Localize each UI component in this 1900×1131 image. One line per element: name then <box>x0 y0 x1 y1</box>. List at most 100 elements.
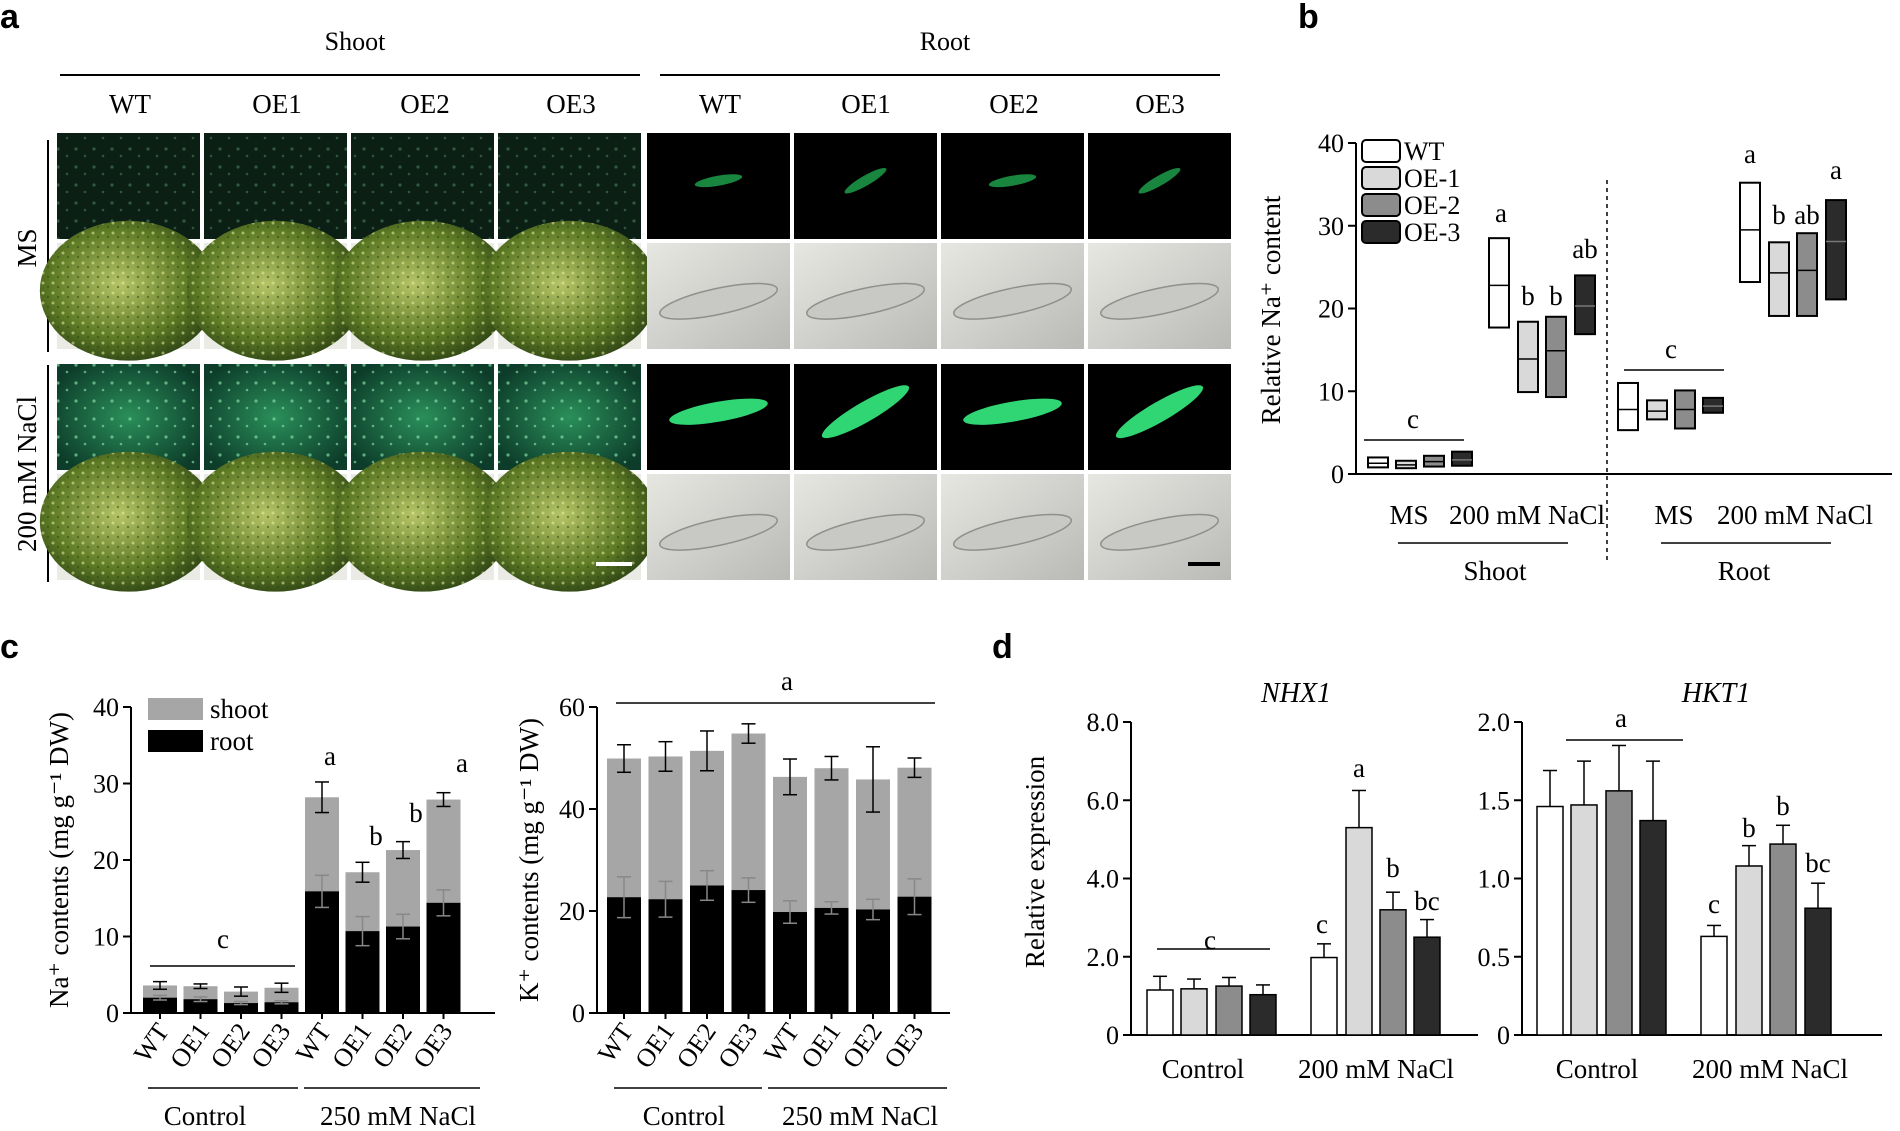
micrograph-r2-c1 <box>39 220 218 361</box>
leaf-texture <box>186 451 365 592</box>
micrograph-r4-c3 <box>333 451 512 592</box>
b-x-label: MS <box>1654 500 1693 530</box>
c2-x-tick-label: WT <box>592 1018 639 1068</box>
d1-y-tick-label: 6.0 <box>1087 786 1120 815</box>
b-y-tick-label: 40 <box>1318 129 1344 158</box>
d1-bar <box>1249 993 1277 1036</box>
c2-x-tick-label: OE3 <box>878 1018 929 1074</box>
b-legend-label: OE-2 <box>1404 191 1460 220</box>
d2-sig-letter: b <box>1776 791 1790 821</box>
root-tip-signal <box>963 398 1062 425</box>
c2-y-tick-label: 20 <box>559 897 585 926</box>
root-outline <box>952 513 1073 551</box>
micrograph-r4-c2 <box>186 451 365 592</box>
col-label-oe1-shoot: OE1 <box>252 89 302 119</box>
b-y-axis-label: Relative Na⁺ content <box>1256 195 1286 424</box>
c1-y-tick-label: 30 <box>93 770 119 799</box>
shoot-scale-bar <box>596 562 632 566</box>
micrograph-r3-c5 <box>647 364 790 470</box>
c1-sig-letter: b <box>409 798 423 828</box>
c1-legend-swatch-shoot <box>148 698 203 720</box>
b-box-oe-2 <box>1545 315 1567 399</box>
c1-legend-swatch-root <box>148 730 203 752</box>
c2-y-tick-label: 60 <box>559 693 585 722</box>
micrograph-r3-c6 <box>794 364 937 470</box>
root-tip-signal <box>669 398 768 425</box>
b-box-oe-3 <box>1702 396 1724 414</box>
micrograph-r4-c6 <box>794 474 937 580</box>
b-box-oe-2 <box>1796 232 1818 317</box>
col-label-oe2-shoot: OE2 <box>400 89 450 119</box>
b-box-oe-3 <box>1574 274 1596 336</box>
root-outline <box>658 513 779 551</box>
d1-sig-letter: bc <box>1414 886 1440 916</box>
c1-x-tick-label: OE1 <box>326 1018 377 1074</box>
root-tip-signal <box>1138 167 1181 194</box>
root-tip-signal <box>821 385 910 439</box>
root-outline <box>952 282 1073 320</box>
micrograph-r2-c2 <box>186 220 365 361</box>
col-label-oe3-root: OE3 <box>1135 89 1185 119</box>
micrograph-r4-c1 <box>39 451 218 592</box>
d1-bar <box>1146 989 1174 1036</box>
c1-group-label-control: Control <box>164 1101 247 1131</box>
c1-y-tick-label: 20 <box>93 846 119 875</box>
micrograph-r1-c6 <box>794 133 937 239</box>
c2-bar-root <box>856 909 890 1013</box>
micrograph-r4-c7 <box>941 474 1084 580</box>
b-box-oe-1 <box>1646 399 1668 421</box>
d2-bar <box>1804 907 1832 1036</box>
d2-bar <box>1570 804 1598 1036</box>
col-label-oe3-shoot: OE3 <box>546 89 596 119</box>
c2-x-tick-label: OE1 <box>795 1018 846 1074</box>
root-outline <box>1099 513 1220 551</box>
c1-sig-letter: b <box>369 821 383 851</box>
c1-legend-label-root: root <box>210 726 254 756</box>
d1-group-label-nacl: 200 mM NaCl <box>1298 1054 1454 1084</box>
c2-x-tick-label: OE2 <box>671 1018 722 1074</box>
b-sig-letter: a <box>1495 198 1507 228</box>
micrograph-r4-c4 <box>480 451 659 592</box>
b-box-oe-3 <box>1825 199 1847 301</box>
b-legend-swatch <box>1361 220 1401 244</box>
c1-bar-root <box>224 1003 258 1013</box>
root-tip-signal <box>1115 385 1204 439</box>
c1-bar-root <box>143 997 177 1013</box>
b-box-wt <box>1488 237 1510 329</box>
leaf-texture <box>480 220 659 361</box>
b-y-tick-label: 20 <box>1318 295 1344 324</box>
d1-group-label-control: Control <box>1162 1054 1245 1084</box>
c2-y-tick-label: 40 <box>559 795 585 824</box>
b-box-oe-3 <box>1451 450 1473 467</box>
d1-bar <box>1310 956 1338 1036</box>
leaf-texture <box>186 220 365 361</box>
leaf-texture <box>333 220 512 361</box>
micrograph-r1-c8 <box>1088 133 1231 239</box>
c1-legend-label-shoot: shoot <box>210 694 269 724</box>
b-legend-swatch <box>1361 193 1401 217</box>
micrograph-r3-c8 <box>1088 364 1231 470</box>
b-x-label: MS <box>1389 500 1428 530</box>
panel-c: c Na⁺ contents (mg g⁻¹ DW) K⁺ contents (… <box>0 628 950 1131</box>
c2-bar-root <box>648 899 683 1013</box>
panel-a: a Shoot Root WT OE1 OE2 OE3 WT OE1 OE2 O… <box>0 0 1231 592</box>
d1-y-tick-label: 0 <box>1106 1021 1119 1050</box>
col-label-wt-root: WT <box>699 89 741 119</box>
c1-y-tick-label: 10 <box>93 923 119 952</box>
root-scale-bar <box>1188 562 1220 566</box>
b-box-wt <box>1739 181 1761 284</box>
b-tissue-label-root: Root <box>1718 556 1771 586</box>
micrograph-r3-c7 <box>941 364 1084 470</box>
c1-y-tick-label: 40 <box>93 693 119 722</box>
shoot-header: Shoot <box>325 27 386 56</box>
root-header: Root <box>920 27 971 56</box>
leaf-texture <box>333 451 512 592</box>
b-box-wt <box>1617 381 1639 432</box>
d1-bar <box>1379 909 1407 1036</box>
d1-sig-letter: a <box>1353 753 1365 783</box>
root-tip-signal <box>694 174 743 188</box>
leaf-texture <box>39 451 218 592</box>
